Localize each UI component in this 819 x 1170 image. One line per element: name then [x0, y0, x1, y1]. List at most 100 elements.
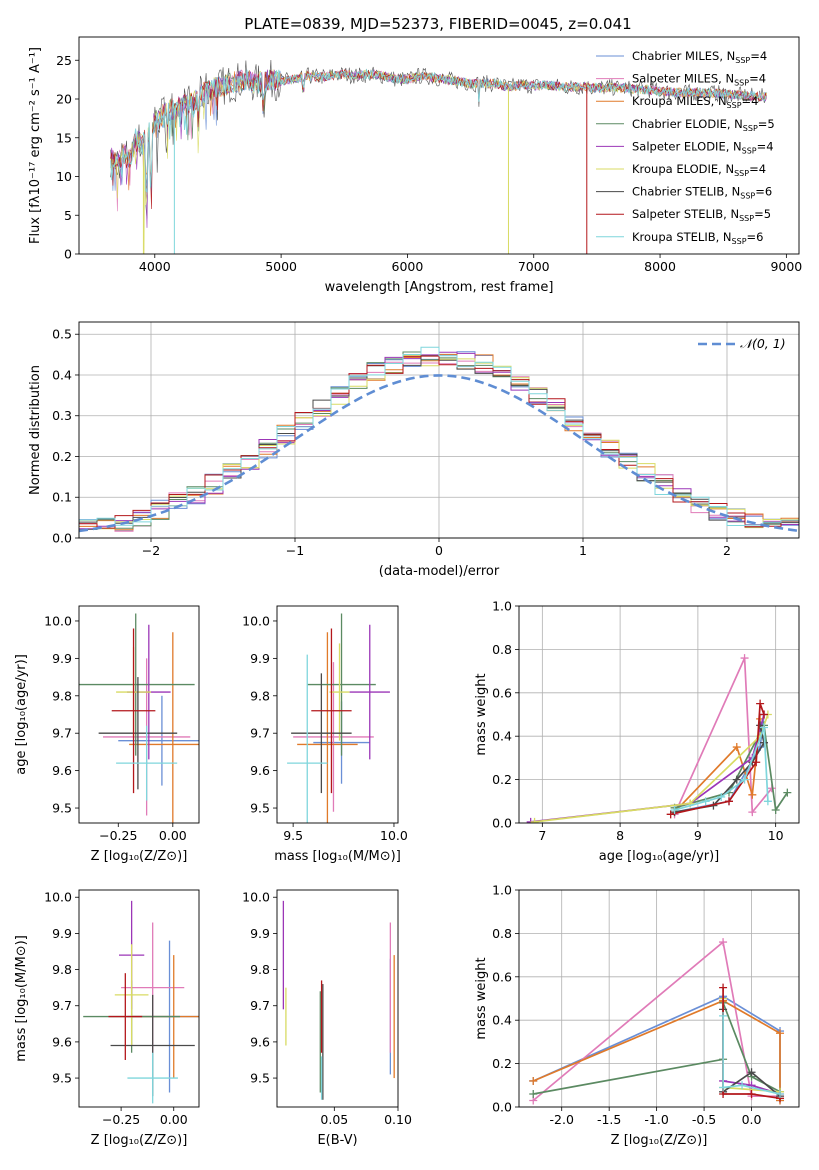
weight-marker [748, 790, 757, 799]
legend-label-text: Chabrier STELIB, N [632, 185, 740, 199]
weight-marker [771, 805, 780, 814]
weight-marker [783, 788, 792, 797]
x-axis-label: Z [log₁₀(Z/Z⊙)] [611, 1133, 708, 1148]
legend-label-text: Chabrier MILES, N [632, 49, 735, 63]
x-axis-label: mass [log₁₀(M/M⊙)] [274, 849, 401, 864]
y-tick-label: 0.2 [492, 772, 512, 787]
axes-frame [518, 605, 800, 824]
weight-line [673, 657, 773, 815]
legend-label-subscript: SSP [727, 101, 742, 110]
y-tick-label: 0.6 [492, 685, 512, 700]
y-tick-label: 9.9 [250, 651, 270, 666]
y-tick-label: 10.0 [242, 613, 270, 628]
x-axis-label: Z [log₁₀(Z/Z⊙)] [91, 849, 188, 864]
y-tick-label: 9.9 [52, 926, 72, 941]
histogram-step [79, 346, 799, 538]
y-tick-label: 9.9 [52, 651, 72, 666]
axes-frame [518, 889, 800, 1108]
legend-label: Salpeter STELIB, NSSP=5 [632, 207, 771, 223]
y-tick-label: 9.7 [250, 726, 270, 741]
legend-label-count: =5 [754, 207, 771, 221]
legend-label-subscript: SSP [740, 192, 755, 201]
y-tick-label: 0.4 [492, 1013, 512, 1028]
weight-line [674, 727, 769, 811]
weight-line [722, 1015, 781, 1095]
legend-label-count: =4 [757, 139, 774, 153]
x-tick-label: 5000 [265, 259, 297, 274]
y-tick-label: 10 [56, 169, 72, 184]
y-tick-label: 9.9 [250, 926, 270, 941]
weight-marker [748, 808, 757, 817]
weight-marker [776, 1029, 785, 1038]
x-tick-label: 0.10 [384, 1112, 412, 1127]
legend-label: Chabrier MILES, NSSP=4 [632, 49, 767, 65]
weight-marker [666, 810, 675, 819]
legend-label-subscript: SSP [743, 124, 758, 133]
y-tick-label: 1.0 [492, 599, 512, 614]
histogram-step [79, 355, 799, 538]
y-tick-label: 5 [64, 208, 72, 223]
y-axis-label: age [log₁₀(age/yr)] [14, 654, 29, 775]
y-axis-label: Flux [fλ10⁻¹⁷ erg cm⁻² s⁻¹ A⁻¹] [28, 47, 43, 244]
axes-frame [276, 889, 399, 1108]
weight-marker [747, 1068, 756, 1077]
x-tick-label: -1.0 [644, 1112, 668, 1127]
y-tick-label: 0.3 [52, 408, 72, 423]
x-tick-label: 7 [538, 828, 546, 843]
legend-label: Kroupa STELIB, NSSP=6 [632, 230, 763, 246]
axes-frame [276, 605, 399, 824]
axes-frame [78, 321, 800, 539]
plot-area [287, 613, 390, 823]
metallicity-massweight-plot: -2.0 -1.5 -1.0 -0.5 0.0 0.0 0.2 0.4 0.6 0.8 1.0 Z [… [474, 883, 800, 1148]
y-tick-label: 0.0 [52, 531, 72, 546]
x-tick-label: 7000 [518, 259, 550, 274]
weight-marker [719, 983, 728, 992]
y-tick-label: 9.7 [250, 998, 270, 1013]
weight-marker [530, 817, 539, 823]
y-tick-label: 0.0 [492, 816, 512, 831]
weight-marker [529, 1089, 538, 1098]
legend-label-count: =4 [750, 49, 767, 63]
axes-frame [78, 36, 800, 255]
x-axis-label: (data-model)/error [379, 564, 500, 579]
x-tick-label: 6000 [392, 259, 424, 274]
y-tick-label: 0.1 [52, 490, 72, 505]
x-axis-label: wavelength [Angstrom, rest frame] [325, 280, 554, 295]
y-tick-label: 0.0 [492, 1100, 512, 1115]
legend-label-text: Chabrier ELODIE, N [632, 117, 743, 131]
y-tick-label: 10.0 [242, 890, 270, 905]
legend-label-count: =6 [755, 185, 772, 199]
age-massweight-plot: 7 8 9 10 0.0 0.2 0.4 0.6 0.8 1.0 age [log₁₀(age/yr… [474, 599, 800, 864]
plot-area [83, 900, 199, 1104]
y-tick-label: 9.6 [250, 763, 270, 778]
y-tick-label: 0.2 [52, 449, 72, 464]
spectrum-line [110, 68, 767, 193]
weight-marker [725, 797, 733, 806]
spectrum-line [110, 59, 767, 188]
x-tick-label: 4000 [139, 259, 171, 274]
x-tick-label: −0.25 [99, 828, 137, 843]
legend-label-count: =4 [749, 162, 766, 176]
x-tick-label: 9000 [770, 259, 802, 274]
x-tick-label: -2.0 [550, 1112, 574, 1127]
weight-marker [760, 723, 768, 732]
axes-frame [78, 889, 200, 1108]
weight-marker [670, 805, 679, 814]
legend-label-count: =5 [758, 117, 775, 131]
legend-label: Salpeter MILES, NSSP=4 [632, 72, 766, 88]
weight-marker [760, 710, 768, 719]
weight-marker [747, 1089, 756, 1098]
y-tick-label: 0.8 [492, 642, 512, 657]
y-tick-label: 0 [64, 247, 72, 262]
y-tick-label: 0.4 [52, 367, 72, 382]
y-axis-label: Normed distribution [28, 365, 43, 495]
legend-label-count: =6 [747, 230, 764, 244]
weight-marker [740, 654, 749, 663]
y-tick-label: 0.4 [492, 729, 512, 744]
y-tick-label: 1.0 [492, 883, 512, 898]
mass-age-plot: 9.5 10.0 9.5 9.6 9.7 9.8 9.9 10.0 mass [log₁₀(M/… [242, 605, 408, 864]
legend-label-count: =4 [749, 72, 766, 86]
x-tick-label: 0.0 [742, 1112, 762, 1127]
x-tick-label: −0.25 [102, 1112, 140, 1127]
